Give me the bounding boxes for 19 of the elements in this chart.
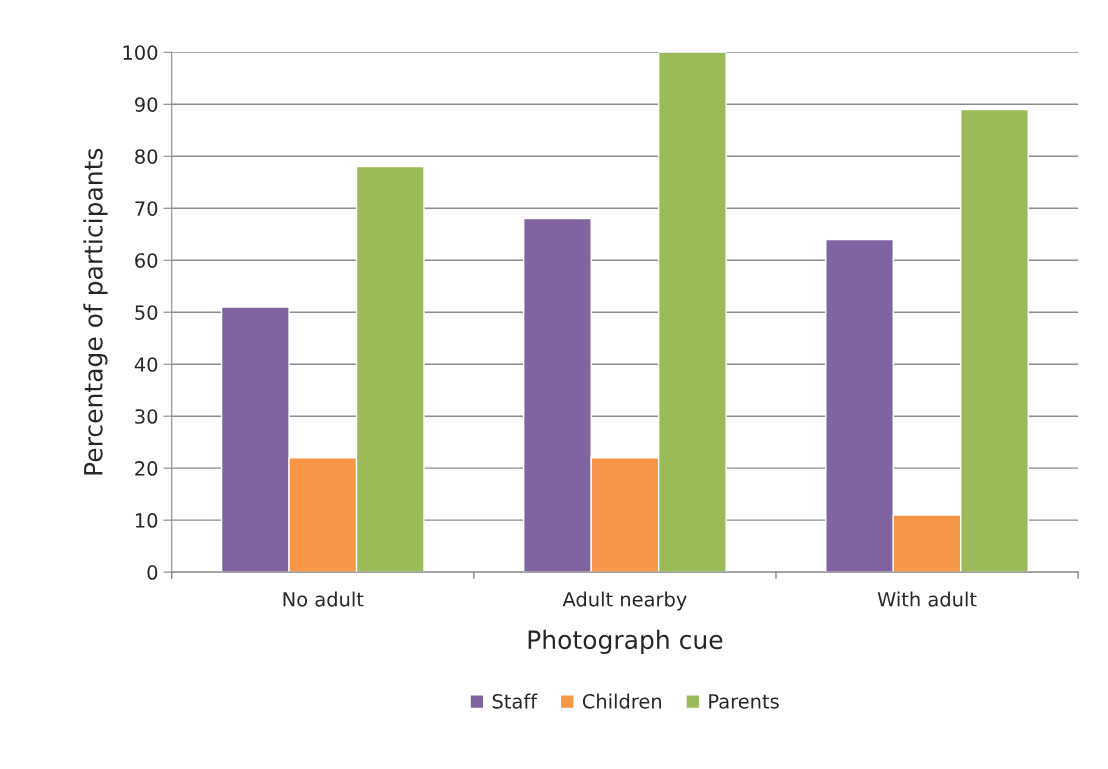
y-tick-label: 100: [123, 45, 158, 60]
y-tick-label: 0: [147, 565, 158, 580]
legend-label: Parents: [709, 694, 779, 709]
y-tick-label: 90: [135, 97, 158, 112]
x-tick-label: With adult: [877, 591, 977, 607]
y-tick-label: 60: [135, 253, 158, 268]
y-tick-label: 10: [135, 513, 158, 528]
y-tick-label: 80: [135, 149, 158, 164]
legend-label: Staff: [492, 693, 538, 709]
y-tick-label: 70: [135, 201, 158, 216]
y-tick-label: 20: [135, 461, 158, 476]
legend-label: Children: [582, 693, 662, 709]
y-axis-title: Percentage of participants: [83, 148, 108, 475]
y-tick-label: 50: [135, 305, 158, 320]
y-tick-label: 30: [135, 409, 158, 424]
x-axis-title: Photograph cue: [528, 629, 723, 655]
x-tick-label: Adult nearby: [562, 591, 687, 611]
y-tick-label: 40: [134, 357, 158, 372]
x-tick-label: No adult: [283, 591, 364, 607]
